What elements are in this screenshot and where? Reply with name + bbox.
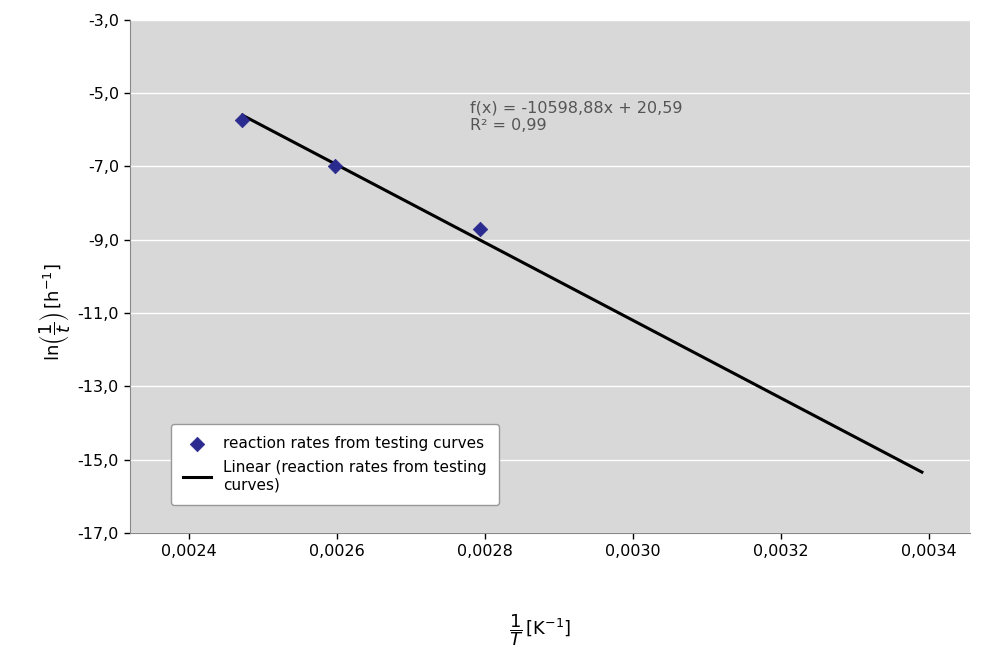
Text: $\dfrac{1}{T}$$\,[\mathsf{K^{-1}}]$: $\dfrac{1}{T}$$\,[\mathsf{K^{-1}}]$: [509, 613, 571, 648]
Point: [327, 161, 343, 172]
Text: $\ln\!\left(\dfrac{1}{t}\right)$$\,[\mathsf{h^{-1}}]$: $\ln\!\left(\dfrac{1}{t}\right)$$\,[\mat…: [37, 263, 73, 361]
Point: [472, 224, 488, 235]
Legend: reaction rates from testing curves, Linear (reaction rates from testing
curves): reaction rates from testing curves, Line…: [171, 424, 499, 505]
Point: [234, 115, 250, 125]
Text: f(x) = -10598,88x + 20,59
R² = 0,99: f(x) = -10598,88x + 20,59 R² = 0,99: [470, 100, 683, 133]
